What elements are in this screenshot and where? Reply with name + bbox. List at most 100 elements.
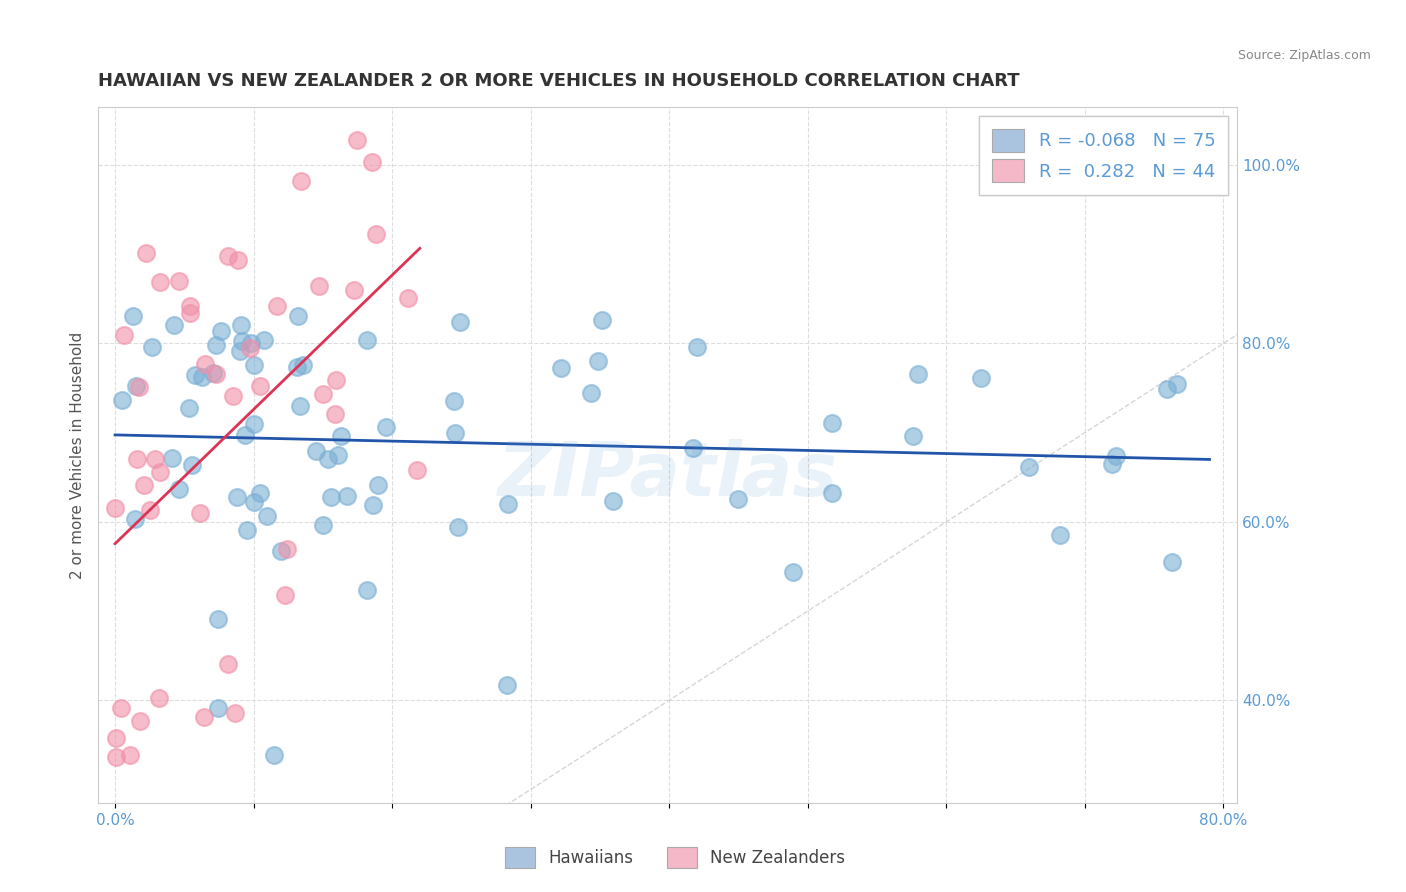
Point [1161,556,1184,570]
Point [201,366,224,380]
Point [325,374,347,388]
Point [180,458,202,472]
Point [496,678,519,692]
Point [122,309,145,323]
Legend: R = -0.068   N = 75, R =  0.282   N = 44: R = -0.068 N = 75, R = 0.282 N = 44 [980,116,1229,195]
Point [406,463,429,477]
Y-axis label: 2 or more Vehicles in Household: 2 or more Vehicles in Household [70,331,86,579]
Point [727,491,749,506]
Point [148,465,170,479]
Text: ZIPatlas: ZIPatlas [498,439,838,512]
Point [207,701,229,715]
Point [229,344,252,359]
Point [285,359,308,374]
Point [1018,460,1040,475]
Point [308,279,330,293]
Point [120,747,142,762]
Point [184,368,207,382]
Point [226,253,249,268]
Point [682,441,704,455]
Point [104,501,127,516]
Point [343,283,366,297]
Point [243,495,266,509]
Point [253,333,276,347]
Point [443,426,465,441]
Point [336,489,359,503]
Point [1166,376,1188,391]
Point [179,299,201,313]
Point [356,334,378,348]
Point [217,249,239,263]
Point [970,371,993,385]
Point [821,485,844,500]
Point [148,690,170,705]
Point [236,523,259,537]
Text: Source: ZipAtlas.com: Source: ZipAtlas.com [1237,49,1371,62]
Point [240,335,263,350]
Point [321,490,343,504]
Point [375,420,398,434]
Point [325,408,347,422]
Point [110,701,132,715]
Point [191,369,214,384]
Point [249,485,271,500]
Point [290,399,312,413]
Point [239,341,262,355]
Point [1105,449,1128,463]
Point [179,306,201,320]
Point [316,452,339,467]
Point [821,416,844,430]
Point [326,449,349,463]
Point [193,710,215,724]
Point [128,714,150,728]
Point [224,706,246,720]
Point [290,174,312,188]
Point [1101,457,1123,471]
Point [356,582,378,597]
Point [207,612,229,626]
Point [225,490,247,504]
Point [205,368,228,382]
Point [901,429,924,443]
Point [579,386,602,401]
Point [141,340,163,354]
Point [242,417,264,431]
Point [112,328,135,343]
Point [128,380,150,394]
Point [304,444,326,458]
Point [686,340,709,354]
Legend: Hawaiians, New Zealanders: Hawaiians, New Zealanders [498,840,852,875]
Point [311,387,333,401]
Point [443,394,465,409]
Point [274,588,297,602]
Point [125,378,148,392]
Point [602,494,624,508]
Point [143,452,166,467]
Point [1156,382,1178,396]
Point [231,334,253,348]
Point [782,566,804,580]
Point [111,393,134,408]
Point [346,133,368,147]
Point [134,477,156,491]
Point [138,503,160,517]
Point [366,227,388,242]
Point [270,543,292,558]
Point [367,478,389,492]
Point [167,483,190,497]
Point [447,520,470,534]
Point [550,361,572,376]
Point [233,428,256,442]
Point [179,401,201,415]
Point [217,657,239,672]
Point [243,358,266,372]
Point [287,309,309,323]
Point [104,749,127,764]
Point [256,509,278,524]
Point [229,318,252,333]
Point [263,748,285,763]
Point [160,451,183,466]
Point [330,429,353,443]
Point [169,274,191,288]
Point [125,452,148,467]
